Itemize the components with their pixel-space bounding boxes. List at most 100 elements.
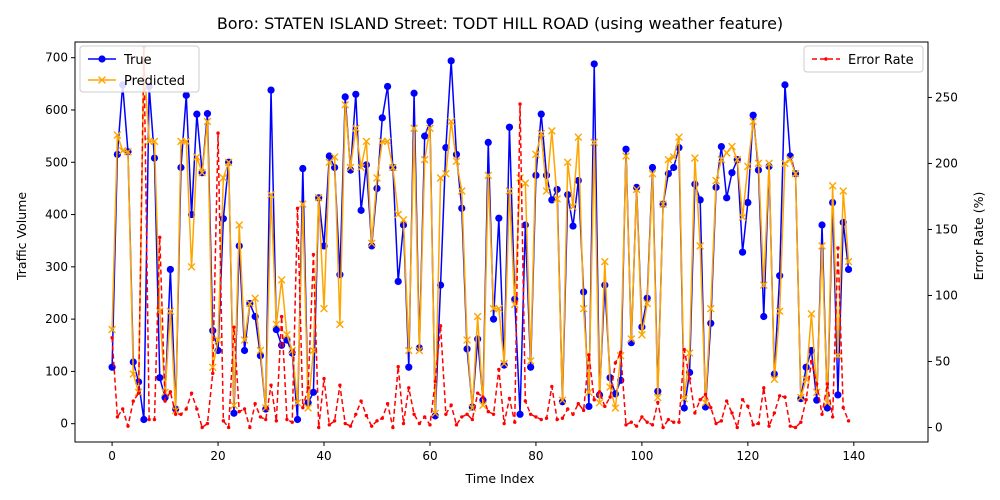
error-point <box>295 206 300 211</box>
predicted-point <box>765 159 773 168</box>
error-point <box>555 417 559 422</box>
predicted-point <box>542 187 551 195</box>
true-point <box>707 319 715 327</box>
predicted-point <box>256 346 265 355</box>
y-tick-label: 400 <box>45 208 68 222</box>
predicted-point <box>129 370 138 378</box>
predicted-point <box>722 148 731 157</box>
predicted-point <box>171 406 180 415</box>
error-point <box>640 415 644 419</box>
error-point <box>804 398 808 402</box>
axes-frame <box>74 41 929 443</box>
true-point <box>527 363 535 371</box>
error-point <box>799 420 803 424</box>
error-point <box>650 423 655 427</box>
y-tick-label: 600 <box>45 103 68 117</box>
true-point <box>489 315 498 323</box>
error-point <box>359 399 363 403</box>
predicted-point <box>569 202 577 211</box>
true-point <box>601 281 609 289</box>
error-point <box>571 412 575 416</box>
x-tick-label: 100 <box>630 449 653 463</box>
error-point <box>152 417 157 422</box>
predicted-point <box>812 388 821 397</box>
y2-tick-label: 100 <box>935 288 958 302</box>
error-point <box>221 419 226 423</box>
y-tick-label: 100 <box>45 364 68 378</box>
error-point <box>634 424 639 428</box>
legend-predicted-label: Predicted <box>124 74 185 89</box>
error-point <box>629 420 634 424</box>
true-point <box>240 346 249 355</box>
predicted-point <box>219 174 228 182</box>
predicted-point <box>643 299 652 308</box>
error-point <box>587 353 591 357</box>
error-point <box>666 417 671 422</box>
error-point <box>306 386 310 390</box>
predicted-point <box>113 131 122 139</box>
predicted-point <box>749 117 758 126</box>
true-point <box>834 391 842 399</box>
error-point <box>158 235 162 240</box>
predicted-point <box>685 349 694 358</box>
error-point <box>264 417 268 422</box>
error-point <box>783 395 787 399</box>
true-point <box>590 60 598 68</box>
true-point <box>166 265 174 274</box>
error-point <box>677 420 681 424</box>
error-point <box>481 395 485 399</box>
true-point <box>818 221 826 229</box>
predicted-point <box>346 163 355 172</box>
predicted-point <box>235 221 244 229</box>
error-point <box>422 415 427 419</box>
predicted-point <box>521 179 530 188</box>
legend-right-box <box>803 45 924 73</box>
predicted-point <box>441 169 450 178</box>
error-point <box>777 394 782 398</box>
error-point <box>396 365 400 369</box>
predicted-point <box>203 117 212 126</box>
error-point <box>619 350 623 354</box>
predicted-point <box>367 239 376 248</box>
error-point <box>412 412 416 416</box>
error-point <box>703 392 708 397</box>
predicted-point <box>230 401 238 410</box>
error-point <box>534 415 538 419</box>
error-point <box>407 386 411 390</box>
predicted-point <box>696 242 705 250</box>
predicted-point <box>547 126 556 135</box>
error-point <box>576 402 581 406</box>
true-point <box>336 271 344 279</box>
error-point <box>581 408 586 413</box>
predicted-point <box>240 336 249 344</box>
error-point <box>544 416 549 420</box>
true-point <box>394 277 402 286</box>
predicted-point <box>415 346 424 355</box>
predicted-point <box>320 304 328 313</box>
predicted-point <box>479 401 487 410</box>
y-tick-label: 500 <box>45 155 68 169</box>
predicted-point <box>452 157 461 166</box>
error-point <box>507 396 512 401</box>
error-point <box>497 367 501 372</box>
error-point <box>518 102 522 106</box>
y-tick-label: 300 <box>45 260 68 274</box>
predicted-point <box>585 388 593 397</box>
predicted-point <box>277 276 286 284</box>
error-point <box>237 409 241 414</box>
predicted-point <box>166 307 175 316</box>
predicted-point <box>505 187 514 195</box>
predicted-point <box>638 330 646 339</box>
predicted-point <box>362 137 371 146</box>
error-point <box>491 412 496 416</box>
error-point <box>560 416 565 420</box>
predicted-point <box>500 359 509 368</box>
predicted-point <box>706 304 715 313</box>
true-point <box>140 415 148 424</box>
error-point <box>740 398 745 402</box>
error-point <box>444 412 448 416</box>
error-point <box>719 419 724 423</box>
chart-title: Boro: STATEN ISLAND Street: TODT HILL RO… <box>217 14 783 33</box>
true-point <box>272 325 280 334</box>
